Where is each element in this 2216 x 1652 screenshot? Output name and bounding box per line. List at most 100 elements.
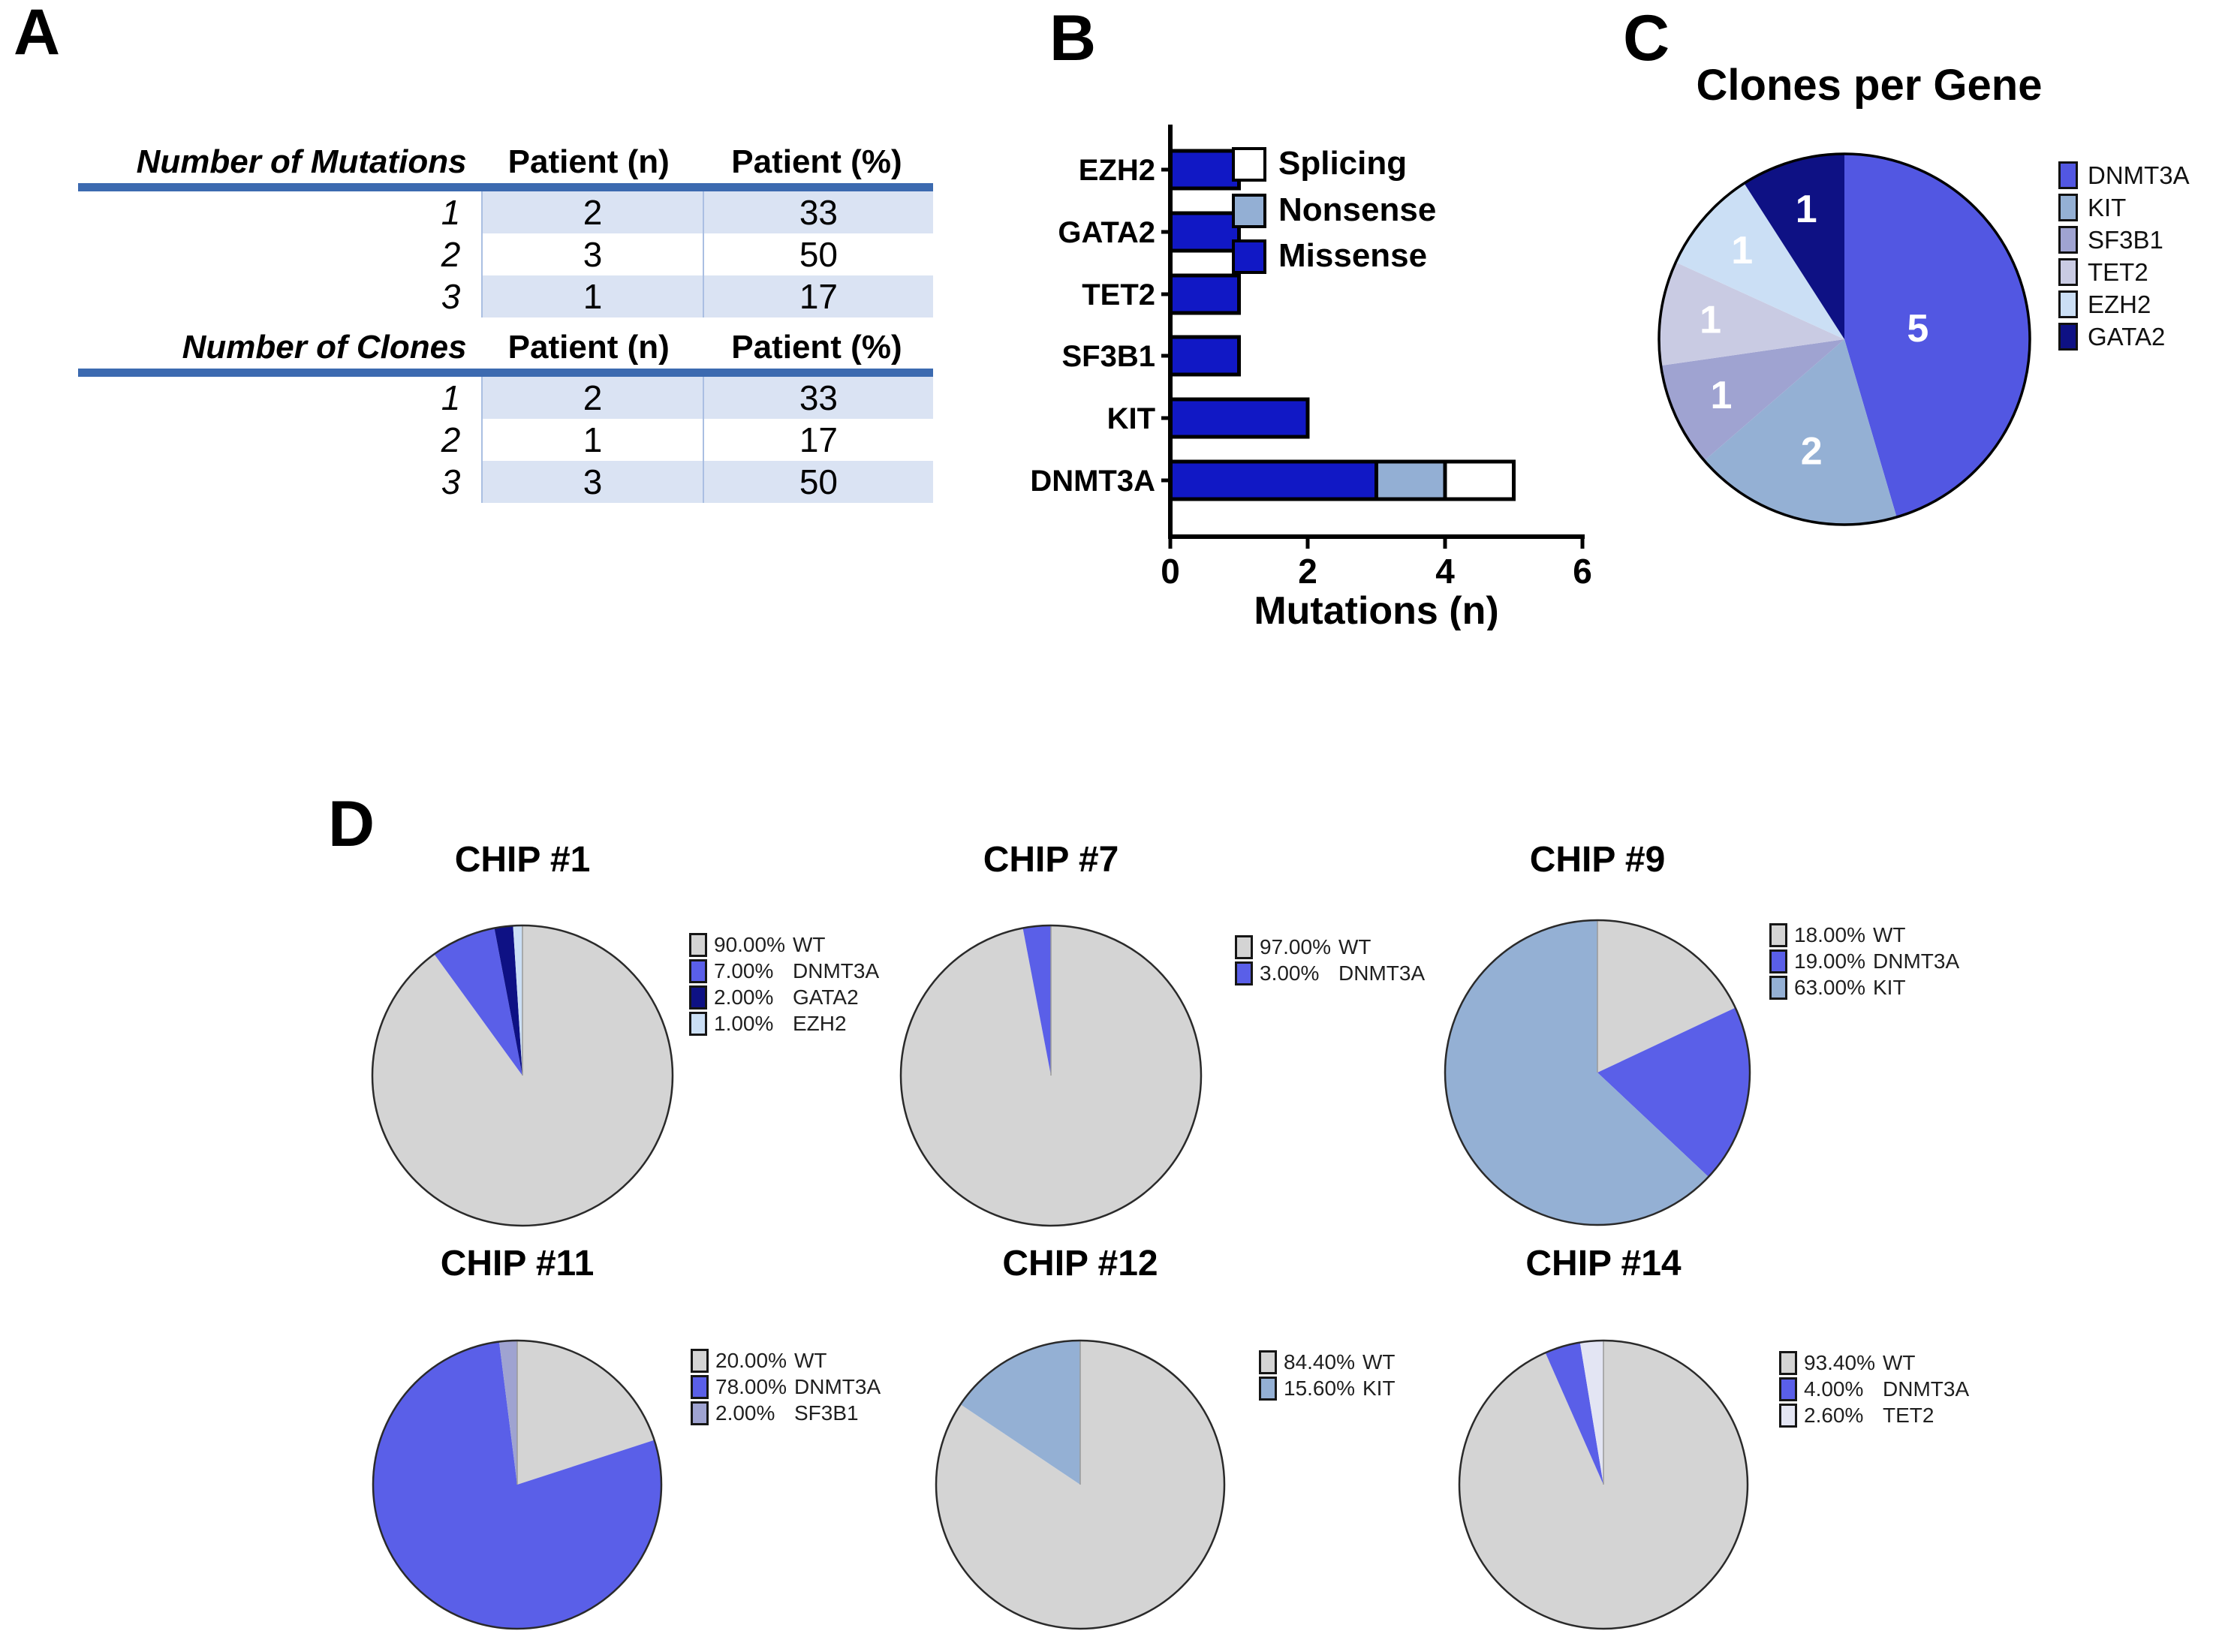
chip-legend-chip_9: 18.00% WT 19.00% DNMT3A 63.00% KIT	[1769, 922, 1959, 1001]
legend-pct-DNMT3A: 3.00%	[1260, 961, 1320, 985]
pie-outline	[1444, 919, 1751, 1226]
clones-per-gene-legend: DNMT3A KIT SF3B1 TET2 EZH2 GATA2	[2058, 159, 2190, 353]
legend-label-SF3B1: SF3B1	[794, 1401, 859, 1425]
y-tick-label-DNMT3A: DNMT3A	[1030, 465, 1155, 498]
x-tick-label-0: 0	[1161, 552, 1180, 591]
legend-item-KIT: KIT	[2058, 191, 2190, 224]
table-cell: 1	[481, 275, 703, 317]
legend-item-DNMT3A: DNMT3A	[2058, 159, 2190, 191]
legend-label-WT: WT	[1883, 1350, 1916, 1374]
legend-swatch-WT	[1779, 1350, 1797, 1375]
legend-pct-WT: 93.40%	[1804, 1350, 1875, 1374]
legend-swatch-KIT	[1769, 975, 1787, 1000]
legend-swatch-WT	[1259, 1350, 1277, 1374]
legend-label-KIT: KIT	[2088, 194, 2127, 221]
legend-item-SF3B1: SF3B1	[2058, 224, 2190, 256]
table-cell: 3	[481, 461, 703, 503]
legend-label-GATA2: GATA2	[793, 985, 859, 1009]
pie-slice-DNMT3A	[1545, 1342, 1603, 1485]
table-section: Number of Clones Patient (n) Patient (%) 1 2…	[78, 326, 933, 503]
legend-pct-TET2: 2.60%	[1804, 1403, 1864, 1427]
pie-slice-DNMT3A	[434, 928, 522, 1076]
legend-label-TET2: TET2	[2088, 258, 2148, 286]
legend-label-KIT: KIT	[1362, 1376, 1396, 1400]
chip-title-chip_7: CHIP #7	[983, 840, 1119, 880]
table-cell: 2	[481, 191, 703, 233]
table-cell: 1	[78, 191, 482, 233]
table-cell: 50	[702, 233, 933, 275]
legend-label-DNMT3A: DNMT3A	[1883, 1377, 1970, 1401]
table-accent-line	[78, 369, 933, 377]
legend-label-TET2: TET2	[1883, 1403, 1934, 1427]
legend-swatch-SF3B1	[691, 1401, 709, 1425]
pie-outline	[372, 1339, 663, 1630]
legend-swatch-WT	[691, 1348, 709, 1373]
legend-item-TET2: TET2	[2058, 256, 2190, 288]
legend-pct-DNMT3A: 4.00%	[1804, 1377, 1864, 1401]
pie-slice-EZH2	[513, 925, 522, 1076]
legend-pct-DNMT3A: 7.00%	[714, 958, 774, 982]
bar-segment-DNMT3A-Missense	[1168, 459, 1378, 501]
legend-label-DNMT3A: DNMT3A	[1338, 961, 1426, 985]
legend-label-EZH2: EZH2	[793, 1011, 847, 1035]
y-tick-label-TET2: TET2	[1082, 278, 1155, 311]
table-cell: 17	[702, 275, 933, 317]
chip-legend-chip_12: 84.40% WT 15.60% KIT	[1259, 1349, 1396, 1401]
panel-a-label: A	[14, 0, 61, 68]
legend-swatch-TET2	[2058, 258, 2078, 286]
legend-label-GATA2: GATA2	[2088, 323, 2166, 351]
legend-swatch-Splicing	[1232, 147, 1266, 182]
chip-pie-chip_14	[1458, 1339, 1749, 1630]
pie-outline	[1657, 152, 2031, 526]
legend-pct-EZH2: 1.00%	[714, 1011, 774, 1035]
table-cell: 17	[702, 419, 933, 461]
pie-slice-KIT	[1444, 920, 1709, 1225]
bar-segment-DNMT3A-Splicing	[1443, 459, 1516, 501]
legend-swatch-WT	[1235, 934, 1253, 959]
legend-pct-DNMT3A: 78.00%	[715, 1374, 787, 1398]
legend-pct-GATA2: 2.00%	[714, 985, 774, 1009]
legend-swatch-TET2	[1779, 1403, 1797, 1428]
legend-swatch-EZH2	[689, 1011, 707, 1036]
y-tick-label-EZH2: EZH2	[1079, 154, 1155, 187]
table-header-row: Number of Clones Patient (n) Patient (%)	[78, 326, 933, 366]
chip-legend-chip_1: 90.00% WT 7.00% DNMT3A 2.00% GATA2 1.00% EZH2	[689, 931, 879, 1037]
legend-item-DNMT3A: 4.00% DNMT3A	[1779, 1376, 1969, 1402]
legend-label-WT: WT	[1338, 934, 1371, 958]
legend-label-Splicing: Splicing	[1278, 145, 1407, 182]
legend-item-DNMT3A: 7.00% DNMT3A	[689, 958, 879, 984]
table-header-row: Number of Mutations Patient (n) Patient (%…	[78, 141, 933, 180]
table-header-cell: Number of Mutations	[136, 143, 467, 180]
table-cell: 50	[702, 461, 933, 503]
pie-slice-WT	[517, 1341, 655, 1485]
table-header-cell: Patient (%)	[731, 328, 902, 366]
table-header-cell: Patient (n)	[507, 143, 670, 180]
y-tick-label-SF3B1: SF3B1	[1062, 340, 1156, 373]
table-cell: 1	[78, 377, 482, 419]
table-cell: 2	[481, 377, 703, 419]
legend-item-EZH2: EZH2	[2058, 288, 2190, 320]
pie-slice-TET2	[1658, 262, 1844, 366]
table-section: Number of Mutations Patient (n) Patient (%…	[78, 141, 933, 317]
legend-item-DNMT3A: 3.00% DNMT3A	[1235, 960, 1425, 986]
legend-item-WT: 20.00% WT	[691, 1347, 881, 1374]
pie-value-label-GATA2: 1	[1796, 188, 1817, 231]
table-cell: 33	[702, 377, 933, 419]
chip-title-chip_1: CHIP #1	[454, 840, 591, 880]
legend-swatch-GATA2	[689, 985, 707, 1010]
mutations-bar-chart: EZH2 GATA2 TET2 SF3B1 KIT DNMT3A 0 2 4 6 Mutations…	[1030, 125, 1592, 630]
legend-swatch-KIT	[2058, 194, 2078, 221]
legend-item-WT: 97.00% WT	[1235, 934, 1425, 960]
pie-outline	[899, 924, 1203, 1227]
chip-title-chip_12: CHIP #12	[1002, 1244, 1158, 1283]
pie-slice-DNMT3A	[372, 1341, 661, 1629]
legend-label-DNMT3A: DNMT3A	[793, 958, 880, 982]
legend-swatch-DNMT3A	[1235, 961, 1253, 985]
table-cell: 3	[78, 275, 482, 317]
pie-value-label-DNMT3A: 5	[1907, 307, 1928, 351]
pie-slice-GATA2	[494, 925, 522, 1076]
table-row: 1 2 33	[78, 377, 933, 419]
legend-label-KIT: KIT	[1873, 975, 1906, 999]
legend-item-WT: 84.40% WT	[1259, 1349, 1396, 1375]
